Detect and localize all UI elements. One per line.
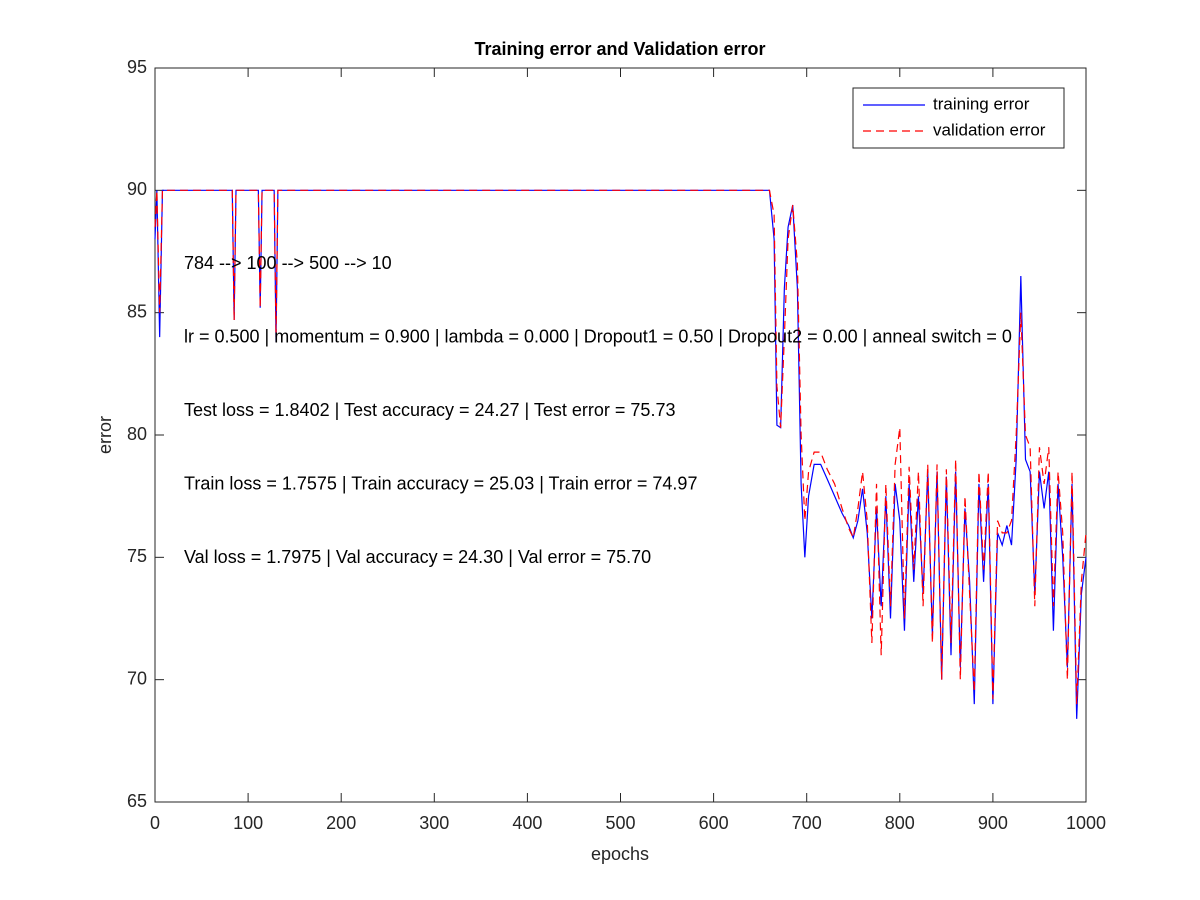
y-tick-label: 65 [127,791,147,811]
x-tick-label: 400 [512,813,542,833]
y-tick-label: 75 [127,546,147,566]
x-tick-label: 800 [885,813,915,833]
annotation: 784 --> 100 --> 500 --> 10 [184,253,392,273]
legend: training error validation error [852,87,1065,149]
legend-label: training error [933,94,1030,113]
legend-box [852,87,1065,149]
x-tick-label: 200 [326,813,356,833]
chart-title: Training error and Validation error [474,39,765,59]
x-tick-label: 300 [419,813,449,833]
legend-label: validation error [933,120,1046,139]
annotation: lr = 0.500 | momentum = 0.900 | lambda =… [184,326,1012,346]
y-tick-label: 70 [127,668,147,688]
y-tick-label: 90 [127,179,147,199]
series-line [154,189,1087,705]
plot-area [154,67,1087,803]
x-tick-label: 1000 [1066,813,1106,833]
x-tick-label: 500 [605,813,635,833]
annotation: Test loss = 1.8402 | Test accuracy = 24.… [184,400,675,420]
x-tick-label: 100 [233,813,263,833]
x-axis-label: epochs [591,844,649,864]
x-tick-label: 700 [792,813,822,833]
y-tick-label: 80 [127,424,147,444]
x-tick-label: 900 [978,813,1008,833]
y-tick-label: 95 [127,57,147,77]
x-tick-label: 0 [150,813,160,833]
x-tick-label: 600 [699,813,729,833]
y-tick-label: 85 [127,301,147,321]
annotation: Val loss = 1.7975 | Val accuracy = 24.30… [184,547,651,567]
y-axis-label: error [95,416,115,454]
annotation: Train loss = 1.7575 | Train accuracy = 2… [184,473,697,493]
